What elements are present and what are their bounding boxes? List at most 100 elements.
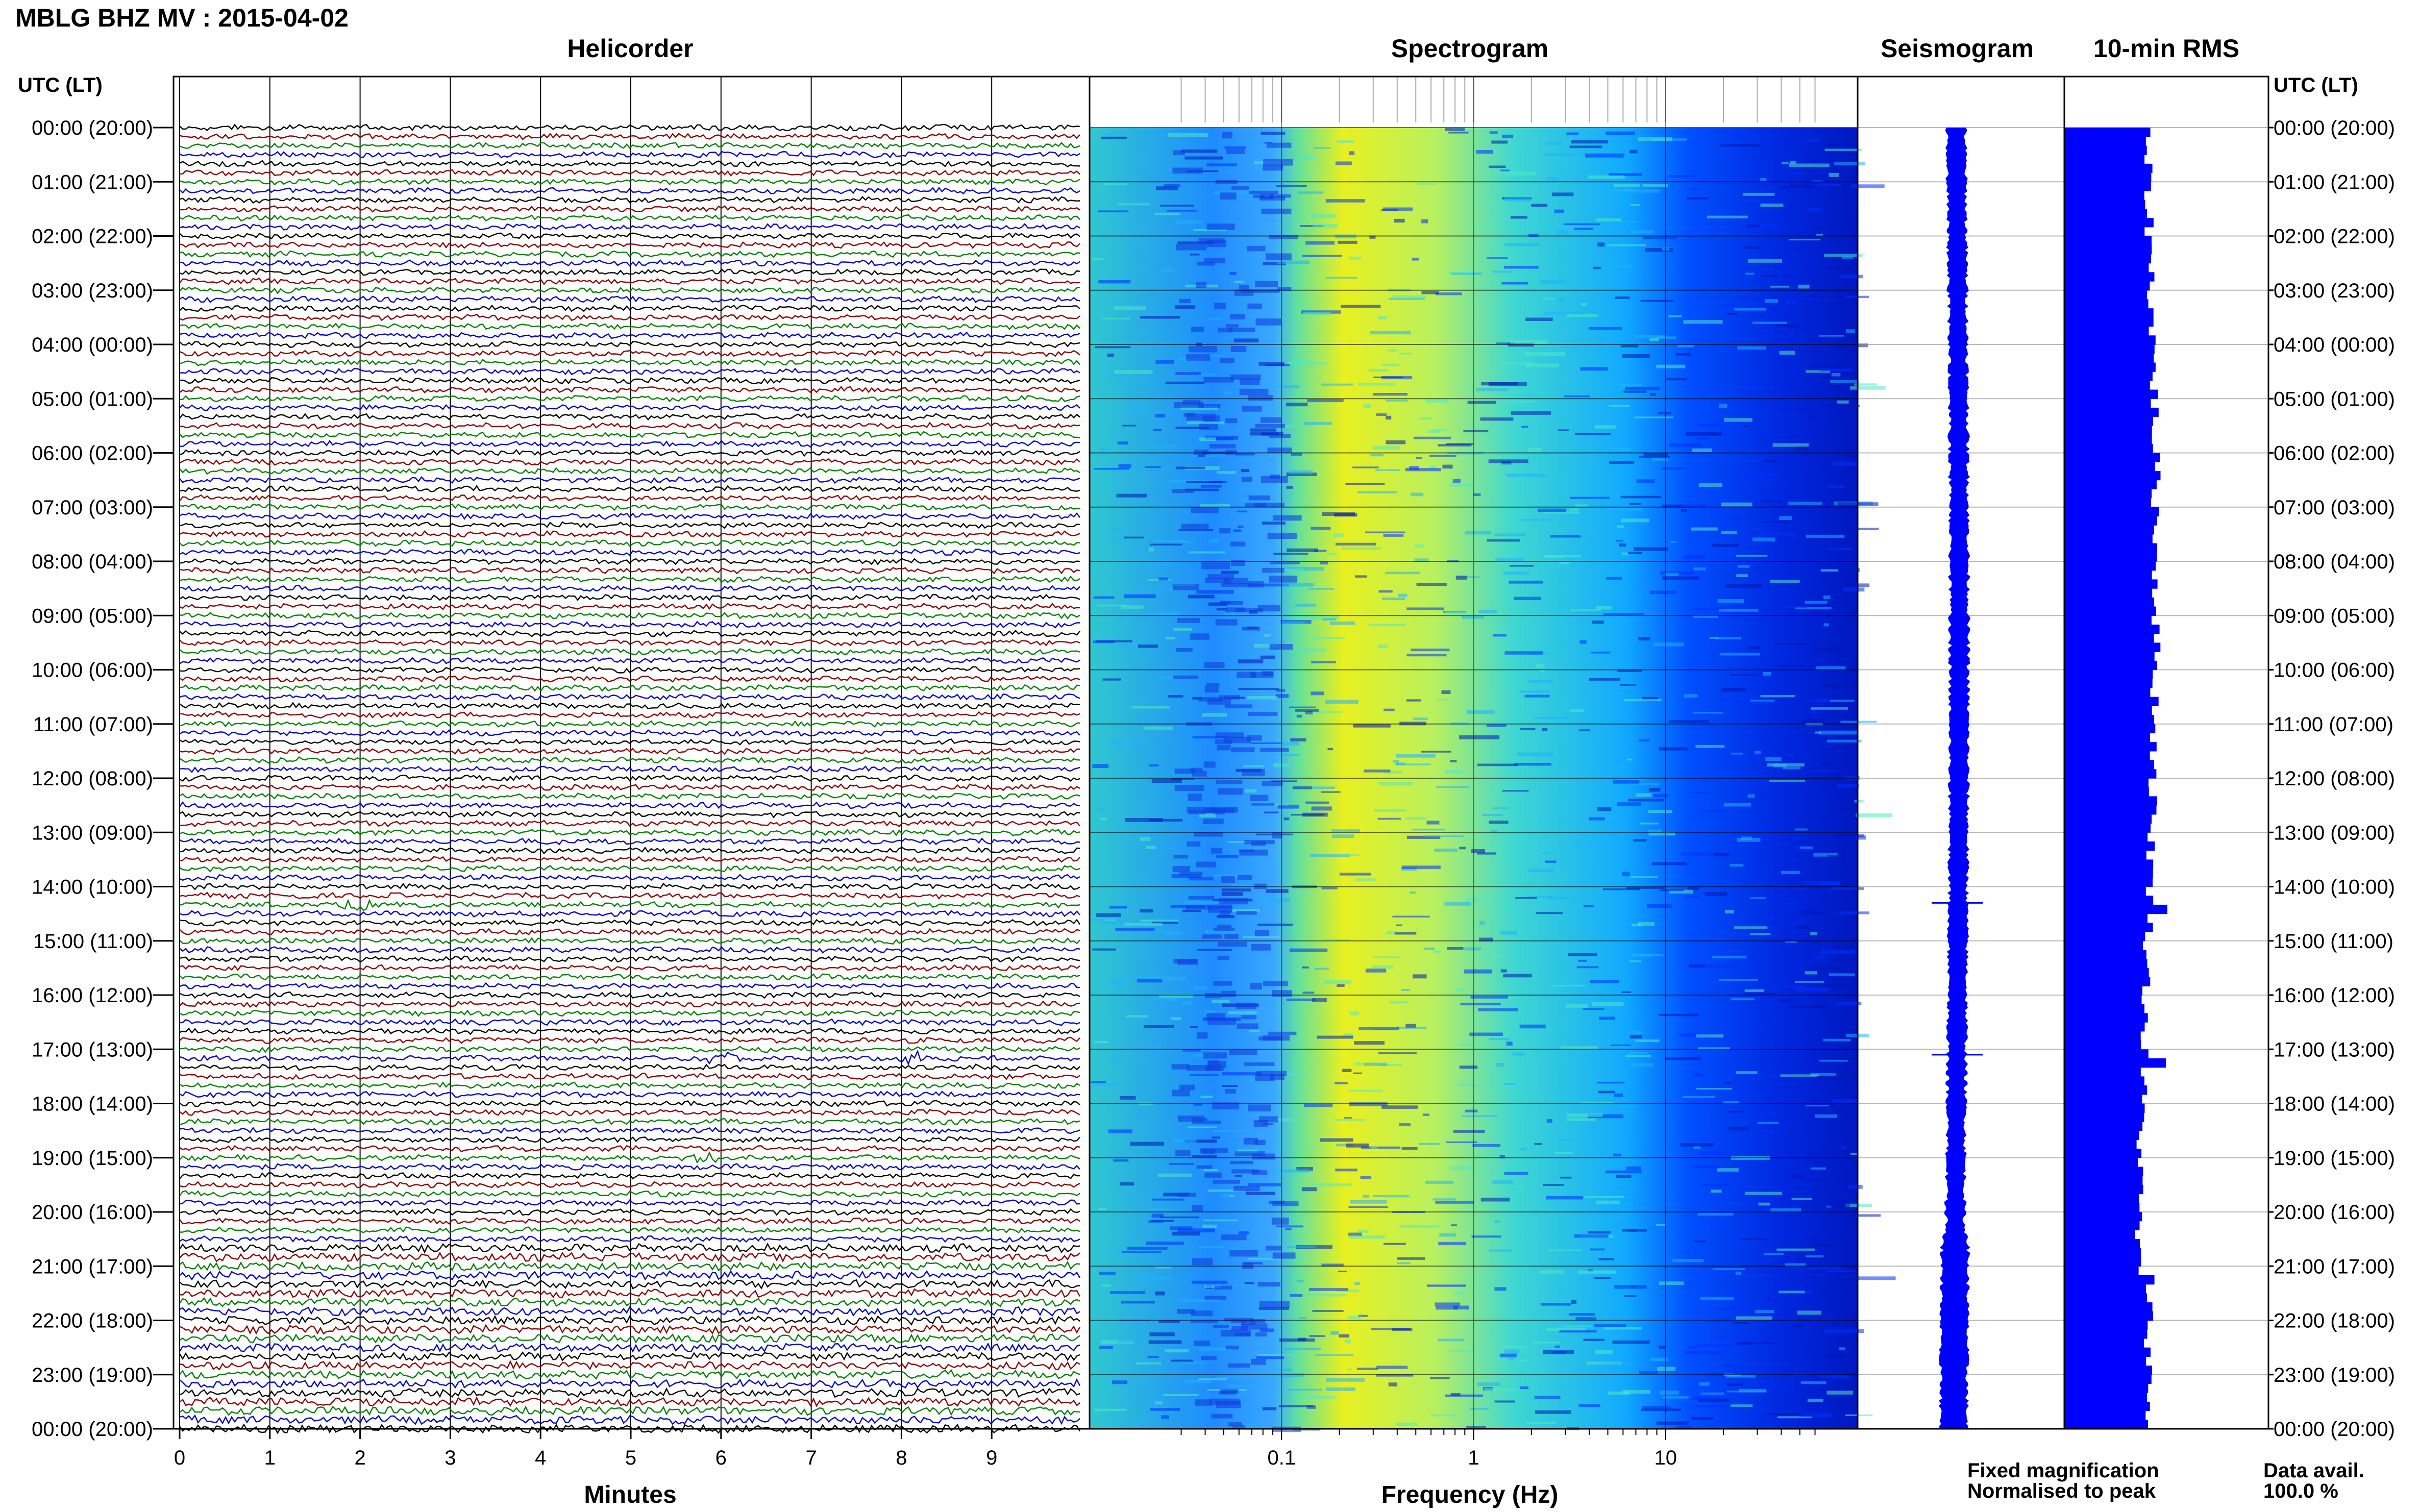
spectrogram-streak [1508, 1357, 1514, 1360]
spectrogram-streak [1206, 355, 1226, 357]
spectrogram-streak [1191, 507, 1219, 513]
spectrogram-streak [1378, 590, 1393, 593]
spectrogram-streak [1735, 1271, 1741, 1275]
spectrogram-streak [1770, 1208, 1801, 1212]
spectrogram-streak [1669, 443, 1702, 447]
spectrogram-streak [1609, 764, 1625, 768]
spectrogram-streak [1255, 1074, 1275, 1081]
spectrogram-streak [1375, 469, 1400, 472]
spectrogram-streak [1094, 1041, 1108, 1044]
spectrogram-streak [1841, 275, 1863, 279]
spectrogram-streak [1263, 981, 1288, 986]
rms-bar [2064, 886, 2146, 896]
spectrogram-streak [1209, 444, 1236, 449]
spectrogram-streak [1630, 204, 1640, 206]
spectrogram-streak [1692, 712, 1723, 714]
spectrogram-streak [1305, 711, 1313, 715]
row-label-left: 03:00 (23:00) [32, 280, 153, 302]
spectrogram-streak [1405, 467, 1441, 472]
spectrogram-streak [1795, 987, 1830, 992]
spectrogram-streak [1176, 648, 1193, 652]
spectrogram-streak [1204, 258, 1225, 264]
spectrogram-streak [1097, 808, 1105, 811]
spectrogram-streak [1607, 244, 1646, 246]
row-label-left: 10:00 (06:00) [32, 659, 153, 682]
spectrogram-streak [1263, 262, 1286, 265]
spectrogram-streak [1236, 1002, 1256, 1009]
spectrogram-streak [1314, 550, 1327, 552]
spectrogram-streak [1326, 277, 1357, 279]
spectrogram-streak [1571, 1300, 1577, 1304]
spectrogram-streak [1385, 572, 1420, 575]
rms-bar [2064, 1311, 2154, 1321]
rms-bar [2064, 163, 2153, 173]
spectrogram-streak [1536, 664, 1544, 668]
spectrogram-streak [1586, 815, 1616, 819]
spectrogram-streak [1806, 534, 1845, 538]
helicorder-trace-line [179, 1100, 1080, 1107]
spectrogram-streak [1231, 747, 1255, 753]
spectrogram-streak [1300, 648, 1326, 653]
row-label-left: 06:00 (02:00) [32, 442, 153, 465]
spectrogram-streak [1626, 758, 1633, 761]
spectrogram-streak [1583, 1339, 1605, 1341]
spectrogram-streak [1194, 449, 1209, 455]
spectrogram-streak [1824, 1387, 1853, 1390]
spectrogram-streak [1207, 1060, 1219, 1064]
spectrogram-streak [1476, 150, 1493, 154]
spectrogram-streak [1765, 299, 1779, 303]
spectrogram-streak [1237, 1149, 1258, 1153]
rms-bar [2064, 353, 2154, 363]
rms-bar [2064, 742, 2157, 752]
spectrogram-streak [1817, 984, 1853, 988]
spectrogram-streak [1714, 1337, 1756, 1340]
spectrogram-streak [1243, 936, 1280, 938]
spectrogram-streak [1217, 955, 1229, 960]
helicorder-trace-line [179, 1378, 1081, 1389]
spectrogram-streak [1414, 558, 1428, 562]
spectrogram-streak [1099, 1346, 1113, 1349]
spectrogram-streak [1806, 370, 1831, 373]
spectrogram-streak [1573, 536, 1608, 538]
spectrogram-streak [1221, 1072, 1262, 1076]
spectrogram-streak [1747, 224, 1760, 228]
spectrogram-streak [1583, 905, 1594, 907]
spectrogram-streak [1277, 260, 1310, 264]
spectrogram-streak [1724, 584, 1763, 588]
spectrogram-streak [1204, 578, 1231, 583]
spectrogram-streak [1419, 417, 1432, 420]
rms-bar [2064, 769, 2157, 779]
spectrogram-streak [1268, 1200, 1285, 1204]
spectrogram-streak [1241, 769, 1265, 776]
spectrogram-streak [1554, 1345, 1560, 1348]
spectrogram-streak [1177, 1228, 1215, 1233]
spectrogram-streak [1472, 1144, 1500, 1147]
spectrogram-streak [1566, 1118, 1596, 1121]
row-label-left: 02:00 (22:00) [32, 226, 153, 248]
spectrogram-streak [1263, 159, 1293, 166]
spectrogram-streak [1311, 527, 1331, 530]
spectrogram-streak [1295, 604, 1316, 607]
spectrogram-streak [1563, 1325, 1592, 1328]
rms-bar [2064, 940, 2143, 951]
spectrogram-streak [1122, 941, 1134, 943]
helicorder-trace-line [180, 1018, 1080, 1026]
spectrogram-streak [1546, 1119, 1552, 1123]
spectrogram-streak [1311, 691, 1324, 696]
spectrogram-streak [1248, 1104, 1271, 1111]
spectrogram-streak [1199, 1246, 1225, 1248]
rms-bar [2064, 715, 2154, 725]
spectrogram-streak [1737, 837, 1761, 842]
spectrogram-streak [1357, 1229, 1369, 1233]
spectrogram-streak [1216, 854, 1239, 858]
spectrogram-streak [1198, 454, 1205, 457]
spectrogram-streak [1578, 1404, 1600, 1407]
spectrogram-streak [1187, 807, 1215, 813]
spectrogram-streak [1248, 1183, 1281, 1186]
helicorder-trace-line [179, 639, 1080, 647]
spectrogram-streak [1826, 548, 1853, 551]
spectrogram-streak [1160, 467, 1172, 469]
spectrogram-streak [1730, 674, 1758, 676]
spectrogram-streak [1591, 1259, 1598, 1263]
spectrogram-streak [1675, 353, 1691, 356]
